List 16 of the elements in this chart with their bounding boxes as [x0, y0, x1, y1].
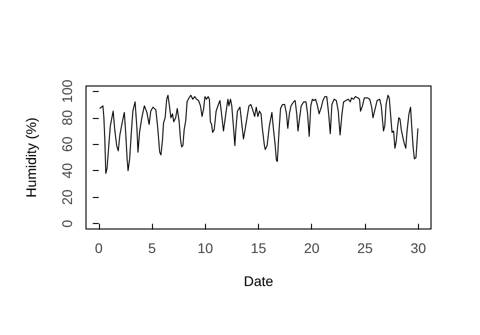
- x-tick-label: 0: [94, 240, 103, 256]
- x-tick-label: 30: [410, 240, 426, 256]
- y-axis-title: Humidity (%): [23, 117, 39, 198]
- y-tick-label: 40: [59, 162, 75, 179]
- x-tick-label: 25: [357, 240, 373, 256]
- y-tick-label: 0: [59, 220, 75, 228]
- x-tick-label: 20: [304, 240, 320, 256]
- x-tick-label: 15: [250, 240, 266, 256]
- y-tick-label: 20: [59, 189, 75, 206]
- y-tick-label: 60: [59, 136, 75, 152]
- x-tick-label: 10: [197, 240, 214, 256]
- y-tick-label: 80: [59, 110, 75, 126]
- line-series: [99, 94, 418, 174]
- x-axis-title: Date: [244, 273, 274, 289]
- x-tick-label: 5: [148, 240, 156, 256]
- y-tick-label: 100: [59, 79, 75, 103]
